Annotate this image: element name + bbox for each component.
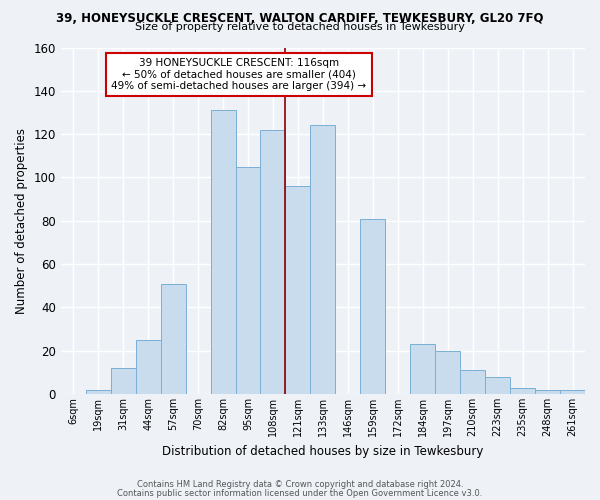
Bar: [535, 390, 560, 394]
Bar: [460, 370, 485, 394]
Y-axis label: Number of detached properties: Number of detached properties: [15, 128, 28, 314]
Text: Size of property relative to detached houses in Tewkesbury: Size of property relative to detached ho…: [135, 22, 465, 32]
Text: Contains public sector information licensed under the Open Government Licence v3: Contains public sector information licen…: [118, 489, 482, 498]
Bar: [410, 344, 435, 394]
Text: 39 HONEYSUCKLE CRESCENT: 116sqm
← 50% of detached houses are smaller (404)
49% o: 39 HONEYSUCKLE CRESCENT: 116sqm ← 50% of…: [112, 58, 367, 91]
Text: 39, HONEYSUCKLE CRESCENT, WALTON CARDIFF, TEWKESBURY, GL20 7FQ: 39, HONEYSUCKLE CRESCENT, WALTON CARDIFF…: [56, 12, 544, 26]
Bar: [86, 390, 111, 394]
Bar: [510, 388, 535, 394]
Bar: [361, 218, 385, 394]
Bar: [111, 368, 136, 394]
Bar: [310, 126, 335, 394]
Bar: [260, 130, 286, 394]
Bar: [560, 390, 585, 394]
Bar: [211, 110, 236, 394]
Bar: [485, 376, 510, 394]
Bar: [286, 186, 310, 394]
Bar: [236, 166, 260, 394]
X-axis label: Distribution of detached houses by size in Tewkesbury: Distribution of detached houses by size …: [162, 444, 484, 458]
Bar: [136, 340, 161, 394]
Text: Contains HM Land Registry data © Crown copyright and database right 2024.: Contains HM Land Registry data © Crown c…: [137, 480, 463, 489]
Bar: [435, 350, 460, 394]
Bar: [161, 284, 185, 394]
